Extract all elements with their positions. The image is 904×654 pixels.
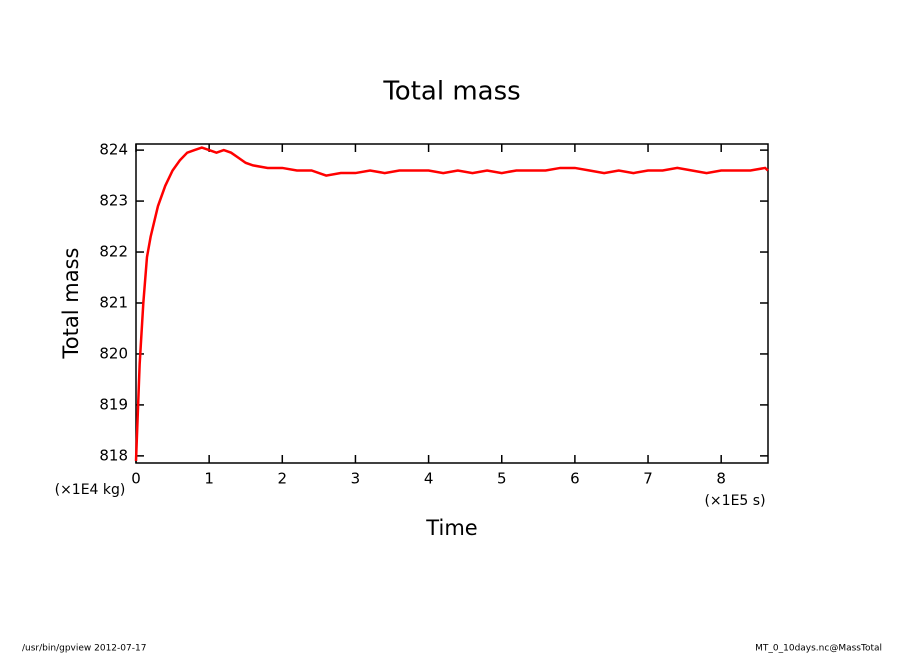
x-tick-label: 8 — [716, 470, 726, 488]
y-tick-label: 821 — [99, 293, 128, 311]
x-tick-label: 1 — [204, 470, 214, 488]
y-tick-label: 823 — [99, 192, 128, 210]
y-tick-label: 820 — [99, 344, 128, 362]
y-unit: (×1E4 kg) — [55, 482, 126, 498]
footer-left: /usr/bin/gpview 2012-07-17 — [22, 644, 146, 654]
x-tick-label: 5 — [497, 470, 507, 488]
y-tick-label: 822 — [99, 243, 128, 261]
footer-right: MT_0_10days.nc@MassTotal — [755, 644, 882, 654]
x-axis-label: Time — [425, 516, 477, 540]
x-tick-label: 3 — [351, 470, 361, 488]
plot-frame — [135, 143, 769, 464]
y-axis-label: Total mass — [59, 248, 83, 360]
y-tick-label: 824 — [99, 141, 128, 159]
x-tick-label: 7 — [643, 470, 653, 488]
y-tick-label: 819 — [99, 395, 128, 413]
x-tick-label: 4 — [424, 470, 434, 488]
chart-title: Total mass — [382, 77, 520, 107]
data-line — [134, 146, 769, 462]
x-tick-label: 2 — [278, 470, 288, 488]
x-tick-label: 0 — [131, 470, 141, 488]
x-unit: (×1E5 s) — [704, 493, 765, 509]
x-tick-label: 6 — [570, 470, 580, 488]
y-tick-label: 818 — [99, 446, 128, 464]
